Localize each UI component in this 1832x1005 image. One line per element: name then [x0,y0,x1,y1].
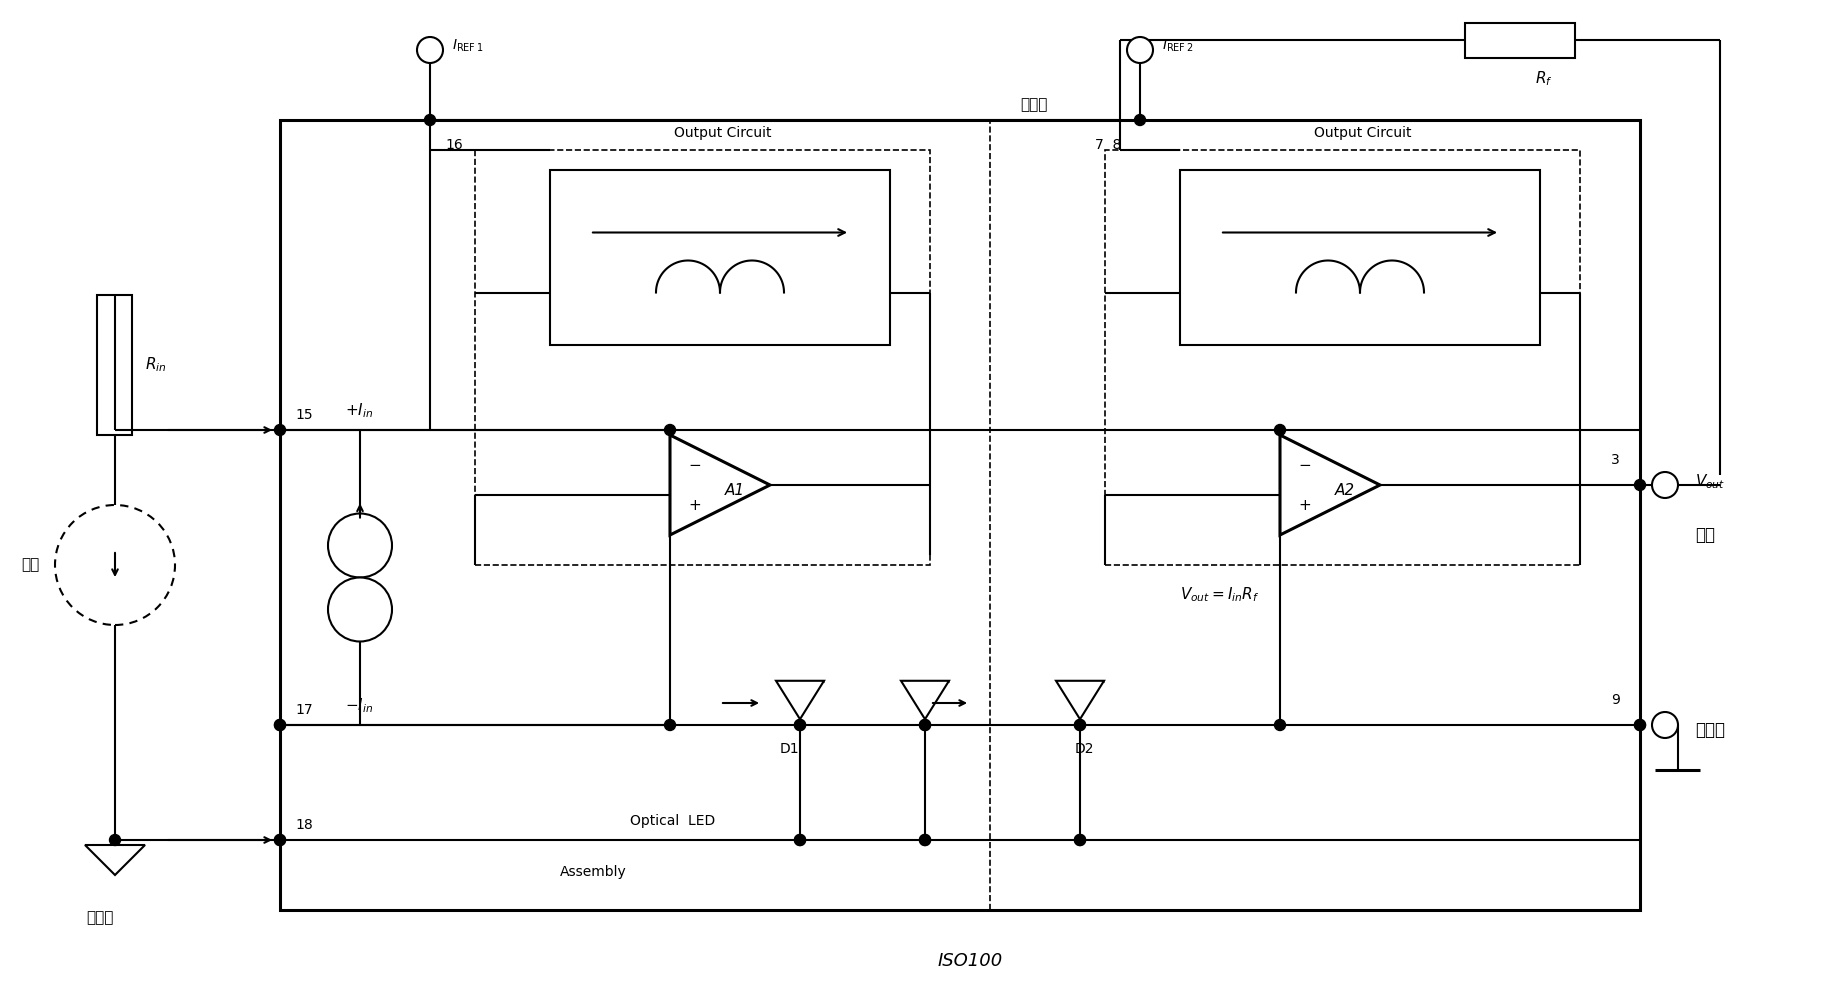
Circle shape [920,720,931,731]
Circle shape [1634,479,1645,490]
Polygon shape [671,435,769,535]
Circle shape [1651,472,1676,498]
Text: 18: 18 [295,818,313,832]
Text: 15: 15 [295,408,313,422]
Text: Output Circuit: Output Circuit [674,126,771,140]
Bar [280,120,1640,910]
Text: 输入地: 输入地 [86,910,114,925]
Circle shape [275,424,286,435]
Polygon shape [1279,435,1379,535]
Text: $+I_{in}$: $+I_{in}$ [344,401,374,420]
Circle shape [110,834,121,845]
Text: 输出: 输出 [1695,526,1715,544]
Text: 17: 17 [295,704,313,717]
Bar [550,170,890,345]
Circle shape [55,505,174,625]
Circle shape [793,834,804,845]
Circle shape [1074,834,1085,845]
Bar [1464,22,1574,57]
Text: Output Circuit: Output Circuit [1314,126,1411,140]
Circle shape [1273,720,1284,731]
Text: Assembly: Assembly [561,865,627,879]
Circle shape [328,578,392,641]
Text: 输出地: 输出地 [1695,721,1724,739]
Circle shape [275,834,286,845]
Text: A1: A1 [724,482,744,497]
Text: 输入: 输入 [22,558,40,573]
Text: D2: D2 [1074,742,1094,756]
Text: 9: 9 [1610,693,1619,707]
Circle shape [416,37,443,63]
Text: $V_{out}=I_{in}R_f$: $V_{out}=I_{in}R_f$ [1180,586,1259,604]
Bar [1105,150,1579,565]
Circle shape [1074,720,1085,731]
Text: $V_{out}$: $V_{out}$ [1695,472,1724,491]
Text: +: + [1297,497,1310,513]
Circle shape [1127,37,1152,63]
Circle shape [1134,115,1145,126]
Text: −: − [1297,457,1310,472]
Circle shape [1634,720,1645,731]
Text: ISO100: ISO100 [936,952,1002,970]
Circle shape [328,514,392,578]
Circle shape [920,834,931,845]
Bar [474,150,929,565]
Circle shape [1074,834,1085,845]
Text: $I_{\sf REF\,1}$: $I_{\sf REF\,1}$ [453,38,484,54]
Circle shape [275,720,286,731]
Text: 隔离层: 隔离层 [1019,97,1046,112]
Text: 7  8: 7 8 [1094,138,1121,152]
Text: 3: 3 [1610,453,1619,467]
Circle shape [793,720,804,731]
Text: $R_{in}$: $R_{in}$ [145,356,167,374]
Circle shape [1634,720,1645,731]
Text: A2: A2 [1334,482,1354,497]
Text: $R_f$: $R_f$ [1533,69,1552,88]
Circle shape [275,834,286,845]
Circle shape [1273,424,1284,435]
Circle shape [1074,720,1085,731]
Text: Optical  LED: Optical LED [630,814,714,828]
Circle shape [793,834,804,845]
Bar [1180,170,1539,345]
Circle shape [275,720,286,731]
Polygon shape [84,845,145,875]
Circle shape [920,834,931,845]
Circle shape [920,720,931,731]
Text: −: − [687,457,700,472]
Polygon shape [775,680,824,720]
Polygon shape [901,680,949,720]
Circle shape [793,720,804,731]
Text: D1: D1 [780,742,799,756]
Circle shape [1651,712,1676,738]
Circle shape [665,720,676,731]
Text: $I_{\sf REF\,2}$: $I_{\sf REF\,2}$ [1161,38,1193,54]
Bar [97,295,132,435]
Text: 16: 16 [445,138,462,152]
Polygon shape [1055,680,1103,720]
Circle shape [425,115,436,126]
Text: +: + [687,497,700,513]
Circle shape [665,424,676,435]
Text: $-I_{in}$: $-I_{in}$ [344,696,374,715]
